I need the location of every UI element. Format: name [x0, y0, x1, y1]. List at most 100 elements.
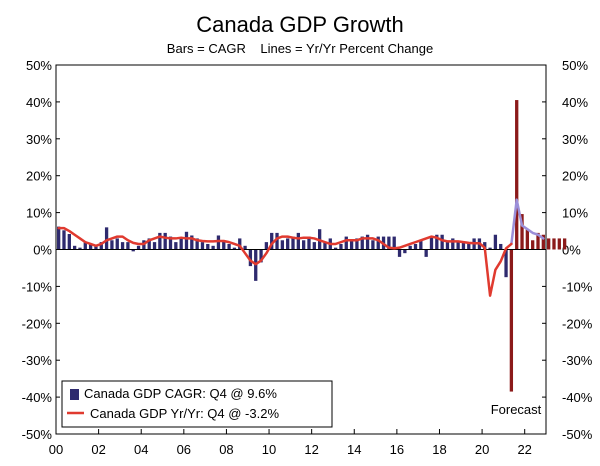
cagr-bar: [131, 249, 135, 252]
cagr-bar: [222, 240, 226, 250]
x-tick-label: 10: [262, 442, 276, 457]
legend-bar-swatch: [70, 389, 79, 400]
cagr-bar: [286, 238, 290, 250]
legend-item-yoy: Canada GDP Yr/Yr: Q4 @ -3.2%: [90, 406, 279, 421]
cagr-bar: [387, 236, 391, 250]
yoy-line: [57, 226, 513, 297]
forecast-annotation: Forecast: [491, 402, 542, 417]
cagr-bar: [174, 242, 178, 250]
y-tick-label-left: 50%: [26, 58, 52, 73]
cagr-bar: [190, 235, 194, 250]
cagr-bar: [259, 249, 263, 263]
cagr-bar: [302, 240, 306, 250]
cagr-bar: [445, 242, 450, 250]
yoy-forecast-line: [510, 198, 545, 246]
cagr-bar: [461, 242, 466, 250]
cagr-bar: [504, 249, 508, 278]
x-tick-label: 04: [134, 442, 148, 457]
y-tick-label-right: -50%: [562, 427, 593, 442]
cagr-bar: [147, 238, 151, 250]
cagr-bar: [525, 229, 530, 250]
cagr-bar: [270, 232, 274, 250]
cagr-bar: [515, 100, 519, 250]
plot-area: -50% -50% -40% -40% -30% -30% -20% -20% -10% -10%…: [22, 58, 593, 457]
cagr-bar: [264, 242, 269, 250]
cagr-bar: [493, 234, 498, 250]
y-tick-label-right: 0%: [562, 243, 581, 258]
cagr-bar: [451, 238, 455, 250]
y-tick-label-right: -30%: [562, 353, 593, 368]
cagr-bar: [195, 238, 199, 250]
x-tick-label: 08: [219, 442, 233, 457]
y-tick-label-right: -40%: [562, 390, 593, 405]
cagr-bar: [531, 240, 535, 250]
cagr-bar: [179, 238, 183, 250]
cagr-bar: [541, 234, 545, 250]
y-tick-label-left: -50%: [22, 427, 53, 442]
cagr-bar: [136, 245, 141, 250]
legend: Canada GDP CAGR: Q4 @ 9.6% Canada GDP Yr…: [61, 380, 333, 428]
y-tick-label-left: 20%: [26, 169, 52, 184]
x-tick-label: 14: [347, 442, 361, 457]
y-tick-label-left: 40%: [26, 95, 52, 110]
cagr-bar: [163, 232, 167, 250]
cagr-bar: [94, 246, 98, 250]
cagr-bar: [280, 240, 285, 250]
x-tick-label: 16: [390, 442, 404, 457]
cagr-bar: [413, 243, 418, 250]
cagr-bar: [547, 238, 551, 250]
y-tick-label-left: -40%: [22, 390, 53, 405]
cagr-bar: [227, 243, 231, 250]
cagr-bar: [216, 235, 221, 250]
cagr-bar: [120, 242, 125, 250]
x-tick-label: 02: [91, 442, 105, 457]
cagr-bar: [360, 236, 364, 250]
cagr-bar: [238, 238, 242, 250]
cagr-bar: [72, 245, 77, 250]
cagr-bar: [408, 245, 412, 250]
cagr-bar: [536, 232, 540, 250]
y-tick-label-right: -20%: [562, 316, 593, 331]
y-tick-label-left: -10%: [22, 279, 53, 294]
cagr-bar: [243, 245, 247, 250]
x-tick-label: 12: [304, 442, 318, 457]
cagr-bar: [440, 234, 444, 250]
cagr-bar: [323, 242, 327, 250]
cagr-bar: [312, 242, 316, 250]
cagr-bar: [456, 242, 460, 250]
cagr-bar: [158, 232, 162, 250]
cagr-bar: [376, 236, 380, 250]
cagr-bar: [488, 247, 492, 250]
y-tick-label-left: -30%: [22, 353, 53, 368]
cagr-bar: [397, 249, 402, 257]
x-tick-label: 18: [432, 442, 446, 457]
cagr-bar: [115, 238, 119, 250]
cagr-bar: [557, 238, 561, 250]
legend-box: [61, 380, 333, 428]
cagr-bar: [57, 226, 61, 250]
x-tick-label: 06: [177, 442, 191, 457]
cagr-bar: [83, 242, 87, 250]
cagr-bar: [126, 242, 130, 250]
cagr-bar: [291, 236, 295, 250]
y-tick-label-left: -20%: [22, 316, 53, 331]
y-tick-label-right: 40%: [562, 95, 588, 110]
cagr-bar: [333, 247, 338, 250]
cagr-bar: [429, 236, 434, 250]
y-tick-label-left: 0%: [33, 243, 52, 258]
cagr-bar: [78, 247, 82, 250]
cagr-bar: [232, 247, 237, 250]
y-tick-label-left: 30%: [26, 132, 52, 147]
cagr-bar: [483, 242, 487, 250]
cagr-bar: [104, 227, 109, 250]
cagr-bar: [168, 236, 173, 250]
cagr-bar: [206, 243, 210, 250]
y-tick-label-right: 10%: [562, 206, 588, 221]
cagr-bar: [99, 242, 103, 250]
cagr-bar: [67, 234, 71, 250]
cagr-bar: [520, 214, 524, 250]
cagr-bar: [435, 234, 439, 250]
cagr-bar: [403, 249, 407, 254]
x-tick-label: 22: [517, 442, 531, 457]
